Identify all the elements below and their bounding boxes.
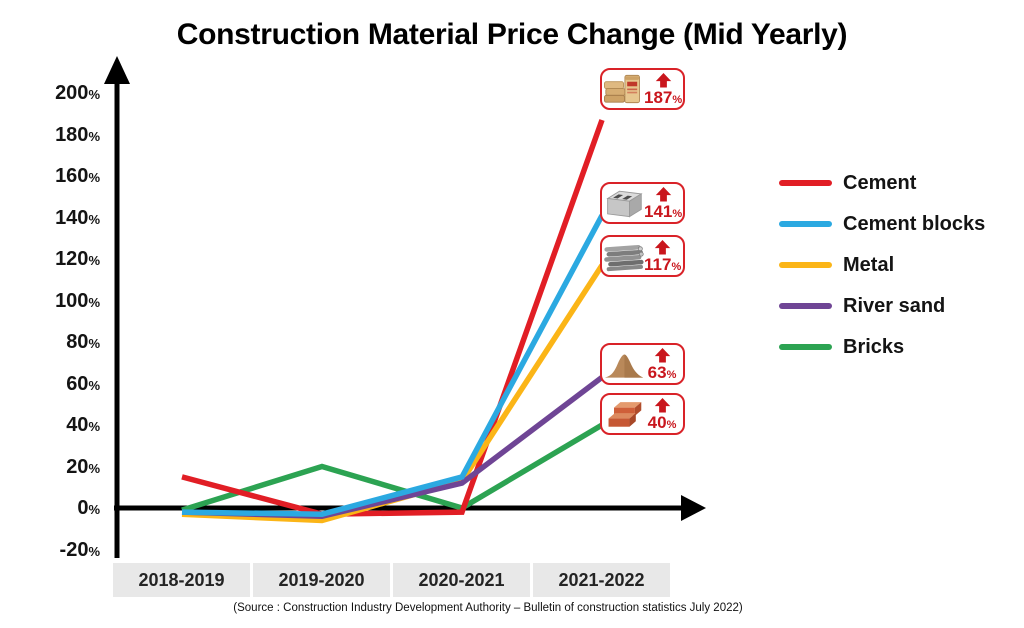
legend-item-cement: Cement <box>779 171 916 195</box>
line-cement-blocks <box>181 214 605 517</box>
series-lines <box>181 119 605 524</box>
up-arrow-icon <box>654 347 670 363</box>
callout-bricks: 40% <box>600 393 685 435</box>
legend-swatch-metal <box>779 262 832 268</box>
legend-swatch-river-sand <box>779 303 832 309</box>
legend-label: Metal <box>843 253 895 276</box>
y-tick-label-20: 20% <box>66 455 100 478</box>
y-tick-label-160: 160% <box>55 165 100 187</box>
legend-label: Cement <box>843 171 917 194</box>
x-axis <box>114 495 706 521</box>
legend-swatch-bricks <box>779 344 832 350</box>
y-tick-label-200: 200% <box>55 82 100 104</box>
x-axis-label-2021-2022: 2021-2022 <box>533 563 670 597</box>
x-axis-label-2019-2020: 2019-2020 <box>253 563 390 597</box>
legend-item-cement-blocks: Cement blocks <box>779 212 985 236</box>
y-axis-arrow-icon <box>104 56 130 84</box>
legend-label: River sand <box>843 294 946 317</box>
y-tick-label-80: 80% <box>66 331 100 353</box>
y-tick-label-180: 180% <box>55 123 100 146</box>
cement-bags-image <box>604 74 640 104</box>
legend-item-metal: Metal <box>779 253 894 277</box>
legend-item-bricks: Bricks <box>779 335 904 359</box>
chart-title: Construction Material Price Change (Mid … <box>176 18 848 51</box>
x-axis-label-2020-2021: 2020-2021 <box>393 563 530 597</box>
y-tick-label--20: -20% <box>59 538 100 561</box>
legend-label: Cement blocks <box>843 212 986 235</box>
callout-value: 187% <box>644 87 683 107</box>
legend-swatch-cement <box>779 180 832 186</box>
y-tick-label-0: 0% <box>77 497 100 519</box>
y-tick-label-120: 120% <box>55 248 100 270</box>
callout-metal: 117% <box>600 235 685 277</box>
river-sand-image <box>604 354 644 378</box>
metal-rods-image <box>604 244 644 272</box>
callout-value: 117% <box>644 254 682 274</box>
legend-item-river-sand: River sand <box>779 294 945 318</box>
line-bricks <box>181 422 604 513</box>
legend-swatch-cement-blocks <box>779 221 832 227</box>
source-note: (Source : Construction Industry Developm… <box>233 602 743 614</box>
up-arrow-icon <box>654 239 671 255</box>
up-arrow-icon <box>655 72 671 88</box>
callout-value: 40% <box>647 412 677 432</box>
y-tick-label-40: 40% <box>66 414 100 436</box>
up-arrow-icon <box>654 397 670 413</box>
y-tick-label-100: 100% <box>55 289 100 312</box>
up-arrow-icon <box>655 186 671 202</box>
legend-label: Bricks <box>843 335 905 358</box>
line-cement <box>181 119 605 517</box>
x-axis-arrow-icon <box>681 495 706 521</box>
callout-river-sand: 63% <box>600 343 685 385</box>
callout-value: 141% <box>644 201 683 221</box>
x-axis-label-2018-2019: 2018-2019 <box>113 563 250 597</box>
y-tick-label-60: 60% <box>66 372 100 395</box>
bricks-image <box>608 402 642 427</box>
cement-block-image <box>606 190 643 218</box>
y-tick-label-140: 140% <box>55 206 100 229</box>
callout-cement-blocks: 141% <box>600 182 685 224</box>
callout-cement: 187% <box>600 68 685 110</box>
callout-value: 63% <box>647 362 677 382</box>
y-axis <box>104 56 130 558</box>
